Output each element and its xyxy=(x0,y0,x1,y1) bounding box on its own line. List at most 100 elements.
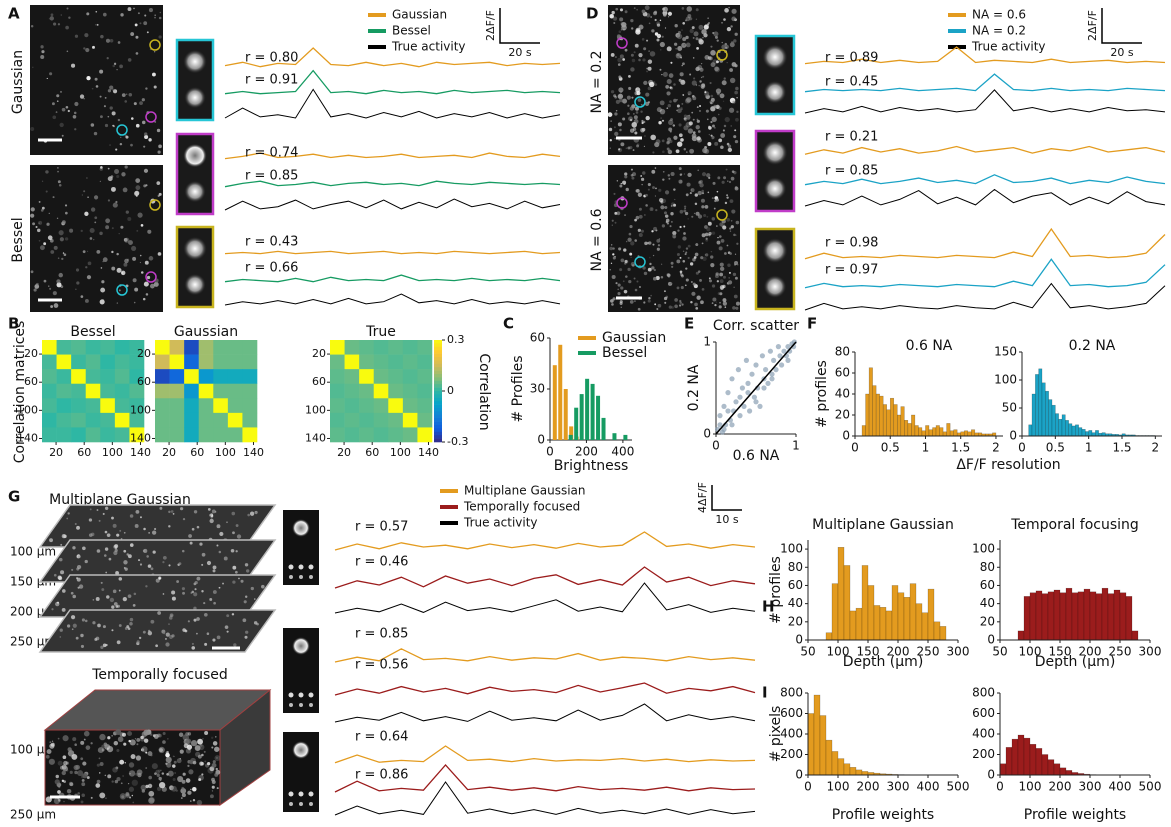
r-label: r = 0.74 xyxy=(245,146,298,161)
cell xyxy=(690,192,692,194)
cell xyxy=(168,511,170,513)
cell xyxy=(41,50,44,53)
x-tick-label: 0 xyxy=(996,780,1004,794)
trace xyxy=(225,251,560,253)
scatter-point xyxy=(717,413,722,418)
cell xyxy=(83,98,84,99)
heatmap-cell xyxy=(86,340,101,355)
colorbar-cell xyxy=(434,371,442,375)
scatter-point xyxy=(725,390,730,395)
cell xyxy=(645,204,648,207)
histogram-bar xyxy=(950,431,954,436)
cell xyxy=(721,22,722,23)
cell xyxy=(712,197,714,199)
cell xyxy=(187,744,192,749)
crop xyxy=(756,229,794,309)
cell xyxy=(141,271,144,274)
cell xyxy=(91,207,95,211)
histogram-bar xyxy=(1036,591,1042,640)
depth-label: 250 μm xyxy=(10,808,56,822)
heatmap-cell xyxy=(115,369,130,384)
cell xyxy=(627,112,630,115)
heatmap-cell xyxy=(359,369,374,384)
cell xyxy=(704,91,706,93)
cell xyxy=(64,253,67,256)
cell xyxy=(671,266,673,268)
cell xyxy=(212,509,216,513)
cell xyxy=(114,169,119,174)
cell xyxy=(99,772,100,773)
heatmap-cell xyxy=(403,413,418,428)
scatter-point xyxy=(736,367,741,372)
trace xyxy=(225,89,560,118)
cell xyxy=(177,758,182,763)
cell xyxy=(710,95,713,98)
x-tick-label: 0.5 xyxy=(1046,441,1065,455)
heatmap-cell xyxy=(403,369,418,384)
trace xyxy=(225,275,560,282)
cell xyxy=(110,598,114,602)
cell xyxy=(70,771,73,774)
cell xyxy=(49,288,51,290)
cell xyxy=(190,542,193,545)
cell xyxy=(644,214,646,216)
cell xyxy=(157,129,160,132)
cell xyxy=(71,64,75,68)
cell xyxy=(86,76,90,80)
cell xyxy=(735,277,738,280)
cell xyxy=(153,550,156,553)
r-label: r = 0.56 xyxy=(355,658,408,673)
cell xyxy=(622,58,625,61)
cell xyxy=(720,93,725,98)
cell xyxy=(213,590,217,594)
cell xyxy=(655,167,657,169)
histogram-bar xyxy=(1114,590,1120,640)
x-tick-label: 60 xyxy=(190,446,204,459)
cell xyxy=(62,780,64,782)
r-label: r = 0.89 xyxy=(825,51,878,66)
cell xyxy=(709,134,710,135)
cell xyxy=(636,91,640,95)
cell xyxy=(154,17,156,19)
cell xyxy=(57,100,59,102)
cell xyxy=(686,43,691,48)
cell xyxy=(652,244,654,246)
cell xyxy=(720,145,724,149)
scale-label: 2ΔF/F xyxy=(1086,10,1099,41)
cell xyxy=(144,738,148,742)
cell xyxy=(701,77,702,78)
cell xyxy=(217,787,219,789)
cell xyxy=(238,578,240,580)
cell xyxy=(627,238,631,242)
cell xyxy=(716,225,718,227)
cell xyxy=(672,234,676,238)
cell xyxy=(134,302,136,304)
cell xyxy=(30,127,34,131)
cell xyxy=(141,746,147,752)
cell xyxy=(670,282,672,284)
cell xyxy=(171,510,174,513)
cell xyxy=(639,233,643,237)
cell xyxy=(634,51,636,53)
x-tick-label: 2 xyxy=(992,441,1000,455)
cell xyxy=(136,510,140,514)
cell xyxy=(686,151,688,153)
cell xyxy=(56,94,59,97)
cell xyxy=(162,772,164,774)
cell xyxy=(101,582,103,584)
cell xyxy=(152,73,156,77)
cell xyxy=(648,189,650,191)
cell xyxy=(631,27,633,29)
cell xyxy=(641,104,643,106)
cell xyxy=(122,93,126,97)
image-label: Temporally focused xyxy=(91,667,228,683)
cell xyxy=(74,743,77,746)
heatmap-title: Gaussian xyxy=(174,324,238,340)
cell xyxy=(619,30,622,33)
cell xyxy=(94,132,97,135)
cell xyxy=(70,782,74,786)
cell xyxy=(152,763,158,769)
scale-bar xyxy=(1102,8,1142,43)
cell xyxy=(58,761,63,766)
cell xyxy=(725,43,728,46)
